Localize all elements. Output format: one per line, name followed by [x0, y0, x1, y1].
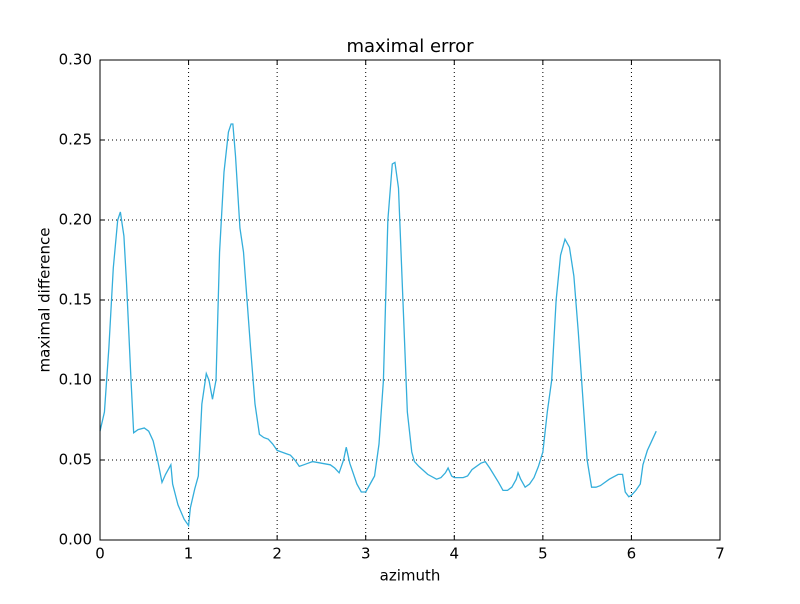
- y-tick-label: 0.30: [59, 51, 92, 69]
- x-tick-label: 3: [361, 545, 371, 563]
- y-tick-label: 0.05: [59, 451, 92, 469]
- x-tick-label: 7: [715, 545, 725, 563]
- x-tick-label: 0: [95, 545, 105, 563]
- y-tick-label: 0.10: [59, 371, 92, 389]
- x-tick-label: 6: [627, 545, 637, 563]
- chart-title: maximal error: [346, 36, 474, 57]
- y-tick-label: 0.00: [59, 531, 92, 549]
- y-tick-label: 0.25: [59, 131, 92, 149]
- x-tick-label: 4: [450, 545, 460, 563]
- plot-frame: [99, 59, 721, 541]
- y-tick-label: 0.15: [59, 291, 92, 309]
- x-axis-label: azimuth: [380, 567, 441, 585]
- data-line: [99, 123, 657, 528]
- x-tick-label: 2: [272, 545, 282, 563]
- y-tick-label: 0.20: [59, 211, 92, 229]
- x-tick-label: 1: [184, 545, 194, 563]
- y-axis-label: maximal difference: [36, 228, 54, 373]
- x-tick-label: 5: [538, 545, 548, 563]
